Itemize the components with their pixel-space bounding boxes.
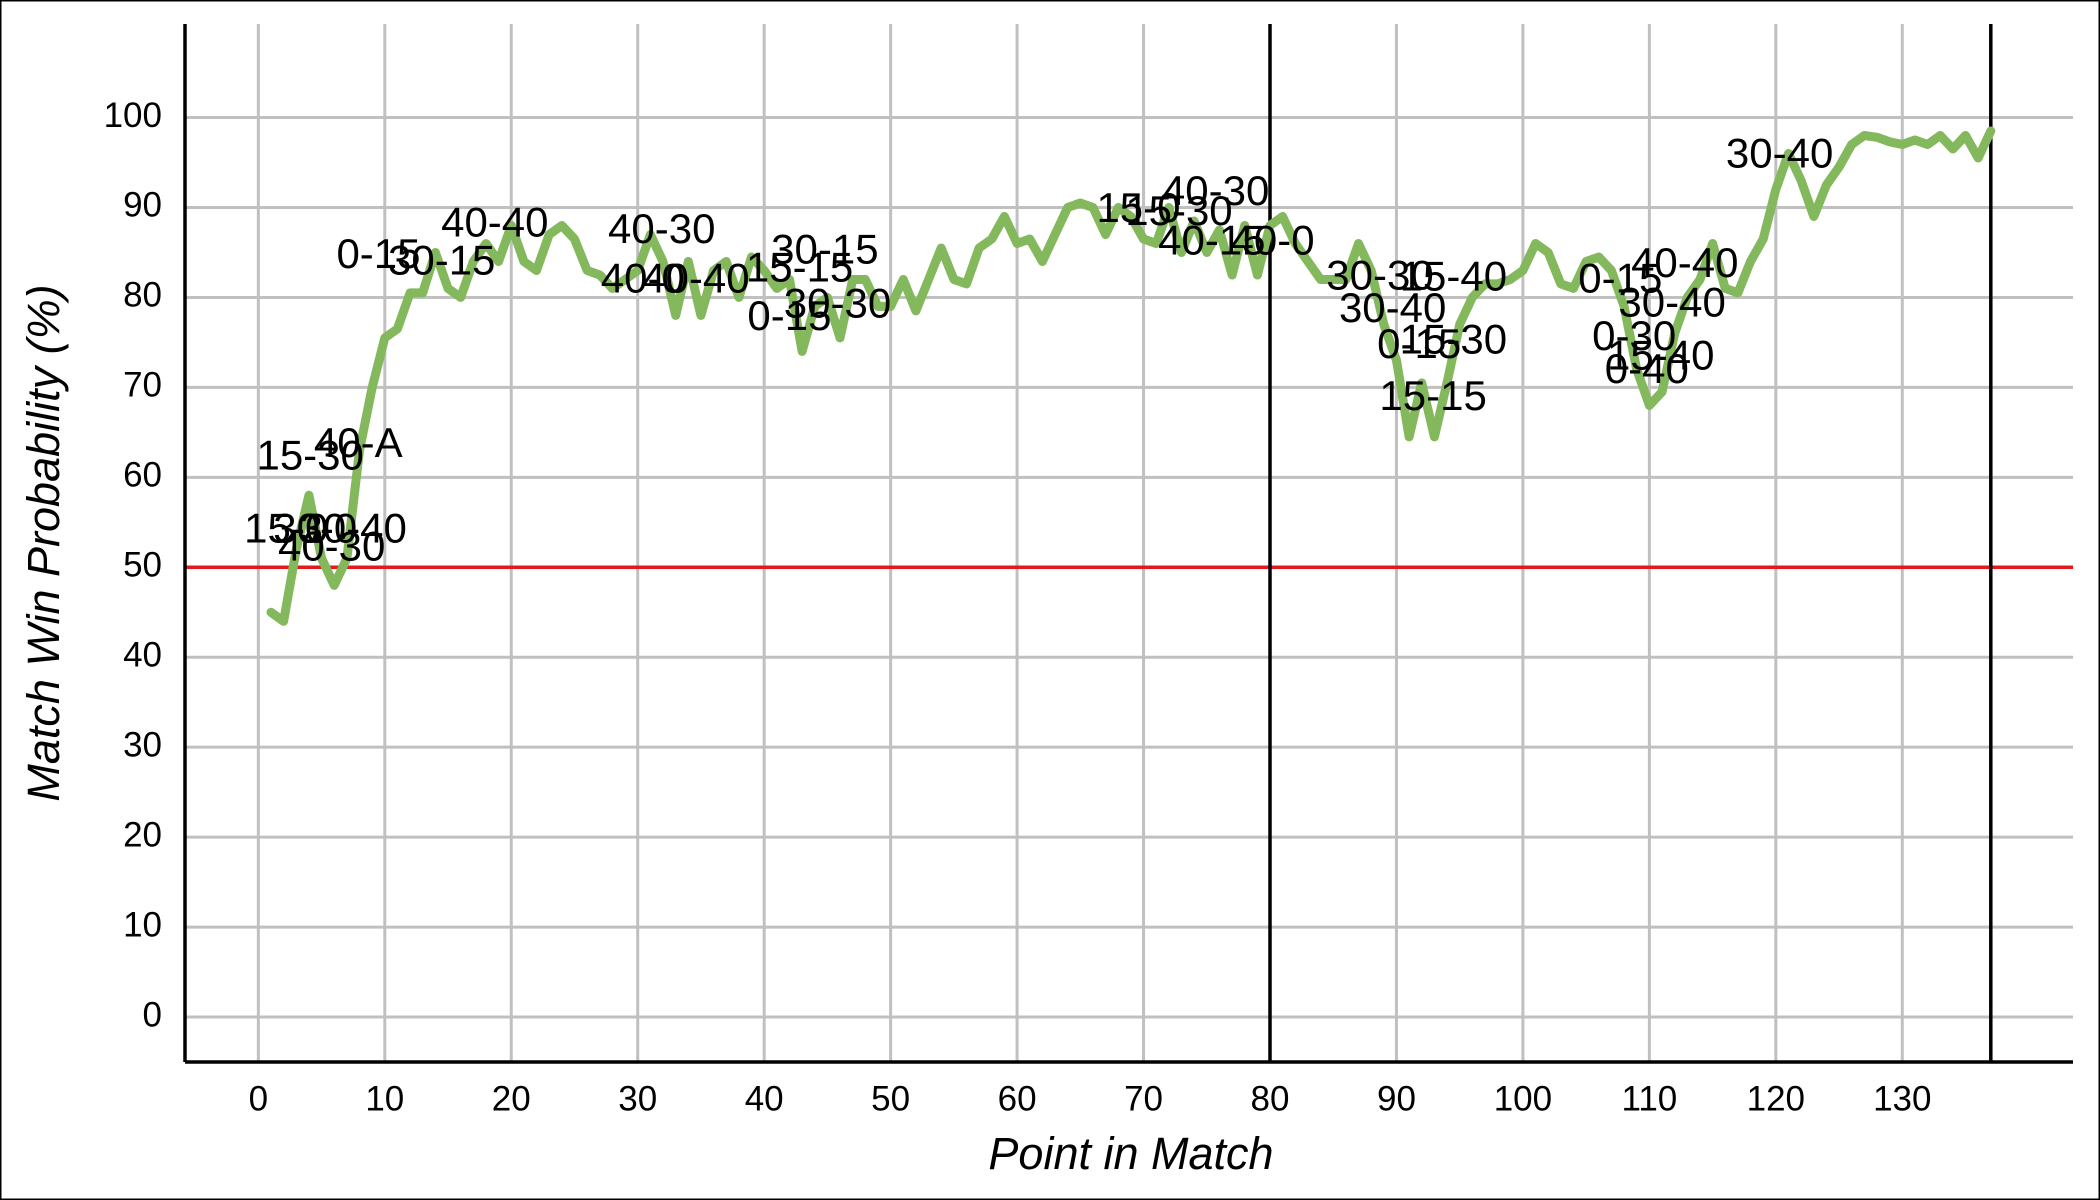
annotation: 15-0 bbox=[1096, 184, 1180, 231]
annotation: 15-15 bbox=[1379, 372, 1486, 419]
x-tick-label: 130 bbox=[1873, 1079, 1931, 1118]
x-axis-label: Point in Match bbox=[988, 1128, 1273, 1179]
annotation: 40-0 bbox=[601, 254, 685, 301]
x-tick-label: 10 bbox=[365, 1079, 404, 1118]
annotation: 40-30 bbox=[1162, 167, 1269, 214]
annotation: 0-30 bbox=[1592, 312, 1676, 359]
x-tick-label: 0 bbox=[249, 1079, 268, 1118]
annotation: 0-15 bbox=[747, 292, 831, 339]
x-tick-label: 60 bbox=[998, 1079, 1037, 1118]
annotation: 30-40 bbox=[1618, 279, 1725, 326]
y-tick-label: 60 bbox=[123, 456, 162, 495]
annotation: 0-40 bbox=[1605, 345, 1689, 392]
annotation: 0-15 bbox=[1578, 254, 1662, 301]
x-tick-label: 20 bbox=[492, 1079, 531, 1118]
y-tick-label: 70 bbox=[123, 366, 162, 405]
annotation: 40-30 bbox=[278, 522, 385, 569]
annotation: 15-40 bbox=[1607, 332, 1714, 379]
annotation: 30-15 bbox=[388, 236, 495, 283]
x-tick-label: 120 bbox=[1747, 1079, 1805, 1118]
annotation: 40-40 bbox=[1631, 239, 1738, 286]
y-tick-label: 50 bbox=[123, 546, 162, 585]
annotation: 15-0 bbox=[244, 504, 328, 551]
x-tick-label: 90 bbox=[1377, 1079, 1416, 1118]
x-tick-label: 40 bbox=[745, 1079, 784, 1118]
y-tick-label: 30 bbox=[123, 725, 162, 764]
y-tick-label: 40 bbox=[123, 635, 162, 674]
y-tick-label: 10 bbox=[123, 905, 162, 944]
annotation: 0-15 bbox=[1377, 320, 1461, 367]
x-tick-label: 70 bbox=[1124, 1079, 1163, 1118]
annotation: 30-30 bbox=[784, 280, 891, 327]
series-line bbox=[266, 126, 1996, 626]
annotation: 40-40 bbox=[642, 254, 749, 301]
annotation: 30-40 bbox=[1339, 284, 1446, 331]
annotation: 30-0 bbox=[273, 504, 357, 551]
annotation: 40-15 bbox=[1158, 217, 1265, 264]
annotation: 40-0 bbox=[1230, 217, 1314, 264]
y-tick-label: 0 bbox=[143, 995, 162, 1034]
annotation: 30-30 bbox=[1326, 252, 1433, 299]
annotation: 30-40 bbox=[299, 504, 406, 551]
y-tick-label: 90 bbox=[123, 186, 162, 225]
y-tick-label: 100 bbox=[104, 96, 162, 135]
annotation: 40-A bbox=[314, 419, 403, 466]
annotation: 15-30 bbox=[1400, 316, 1507, 363]
y-tick-label: 80 bbox=[123, 276, 162, 315]
annotation: 15-30 bbox=[1125, 187, 1232, 234]
y-axis-label: Match Win Probability (%) bbox=[18, 284, 69, 801]
annotation: 30-40 bbox=[1726, 129, 1833, 176]
annotation: 40-30 bbox=[608, 205, 715, 252]
annotation: 15-15 bbox=[746, 244, 853, 291]
x-tick-label: 50 bbox=[871, 1079, 910, 1118]
annotation: 15-40 bbox=[1400, 253, 1507, 300]
annotation: 30-15 bbox=[771, 226, 878, 273]
y-tick-label: 20 bbox=[123, 815, 162, 854]
x-tick-label: 100 bbox=[1494, 1079, 1552, 1118]
annotation: 0-15 bbox=[336, 230, 420, 277]
x-tick-label: 30 bbox=[618, 1079, 657, 1118]
annotation: 40-40 bbox=[441, 199, 548, 246]
x-tick-label: 110 bbox=[1621, 1079, 1677, 1118]
annotation: 15-30 bbox=[256, 432, 363, 479]
x-tick-label: 80 bbox=[1251, 1079, 1290, 1118]
